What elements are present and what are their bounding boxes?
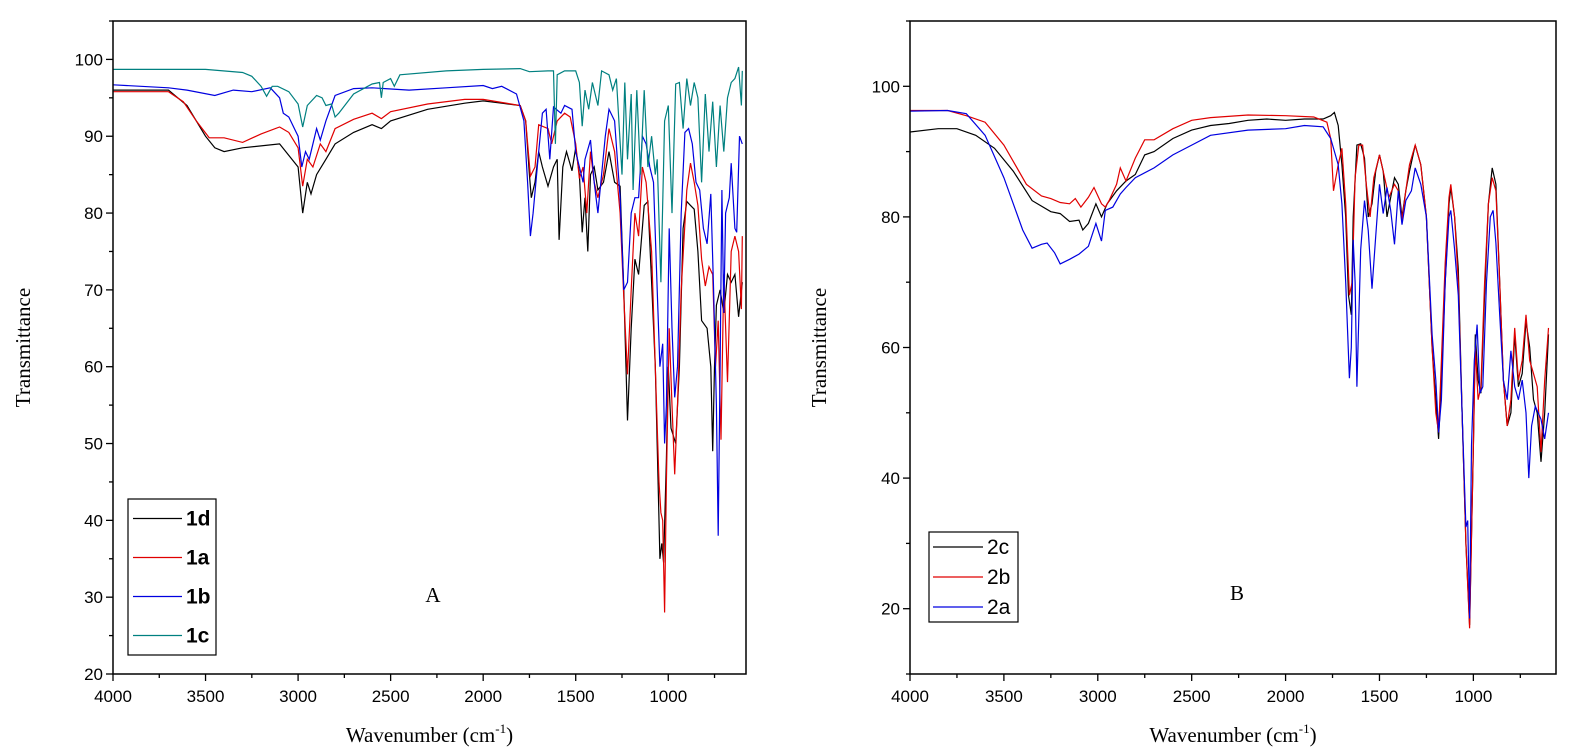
x-tick-label: 3500 xyxy=(187,687,225,706)
legend-label-2a: 2a xyxy=(987,596,1011,619)
x-tick-label: 2500 xyxy=(1173,687,1211,706)
x-tick-label: 3000 xyxy=(1079,687,1117,706)
x-tick-label: 1000 xyxy=(1454,687,1492,706)
y-axis-label: Transmittance xyxy=(807,288,831,407)
y-tick-label: 100 xyxy=(75,50,103,69)
x-tick-label: 2500 xyxy=(372,687,410,706)
x-axis-label-superscript: -1 xyxy=(1299,721,1310,736)
series-line-1c xyxy=(113,66,743,283)
x-tick-label: 4000 xyxy=(94,687,132,706)
x-tick-label: 3500 xyxy=(985,687,1023,706)
y-tick-label: 100 xyxy=(872,77,900,96)
legend: 2c 2b 2a xyxy=(928,531,1019,623)
series-line-1b xyxy=(113,84,743,536)
chart-panel-a: 4000 3500 3000 2500 2000 1500 1000 20 30 40 50 60 70… xyxy=(11,20,747,747)
x-axis-label: Wavenumber (cm-1) xyxy=(346,721,513,747)
y-tick-label: 20 xyxy=(881,600,900,619)
x-tick-label: 2000 xyxy=(464,687,502,706)
x-axis-label-close: ) xyxy=(1310,723,1317,747)
x-tick-label: 1500 xyxy=(1361,687,1399,706)
y-tick-label: 90 xyxy=(84,127,103,146)
series-line-2a xyxy=(910,109,1550,619)
y-tick-label: 50 xyxy=(84,435,103,454)
legend-label-2b: 2b xyxy=(987,566,1010,589)
series-line-1d xyxy=(113,89,743,563)
y-tick-label: 80 xyxy=(84,204,103,223)
x-axis-label-superscript: -1 xyxy=(495,721,506,736)
y-tick-label: 40 xyxy=(84,511,103,530)
series-line-2b xyxy=(910,109,1550,629)
legend-label-1c: 1c xyxy=(186,625,210,648)
x-axis-label-text: Wavenumber (cm xyxy=(1149,723,1298,747)
y-tick-label: 80 xyxy=(881,208,900,227)
x-tick-label: 3000 xyxy=(279,687,317,706)
x-tick-label: 1500 xyxy=(557,687,595,706)
x-tick-label: 2000 xyxy=(1267,687,1305,706)
legend-label-1d: 1d xyxy=(186,508,211,531)
x-tick-label: 1000 xyxy=(649,687,687,706)
y-tick-label: 20 xyxy=(84,665,103,684)
chart-panel-b: 4000 3500 3000 2500 2000 1500 1000 20 40 60 80 100 W… xyxy=(807,20,1557,747)
plot-frame xyxy=(112,20,747,675)
y-tick-label: 30 xyxy=(84,588,103,607)
legend-label-2c: 2c xyxy=(987,536,1009,559)
y-tick-label: 60 xyxy=(881,339,900,358)
legend-box xyxy=(127,498,217,656)
panel-label: A xyxy=(425,583,441,607)
x-tick-label: 4000 xyxy=(891,687,929,706)
y-tick-label: 60 xyxy=(84,358,103,377)
y-tick-label: 40 xyxy=(881,469,900,488)
x-axis-label-text: Wavenumber (cm xyxy=(346,723,495,747)
x-axis-label-close: ) xyxy=(506,723,513,747)
y-axis-label: Transmittance xyxy=(11,288,35,407)
legend-label-1a: 1a xyxy=(186,547,210,570)
legend: 1d 1a 1b 1c xyxy=(127,498,217,656)
panel-label: B xyxy=(1230,581,1244,605)
y-tick-label: 70 xyxy=(84,281,103,300)
x-axis-label: Wavenumber (cm-1) xyxy=(1149,721,1316,747)
legend-label-1b: 1b xyxy=(186,586,211,609)
